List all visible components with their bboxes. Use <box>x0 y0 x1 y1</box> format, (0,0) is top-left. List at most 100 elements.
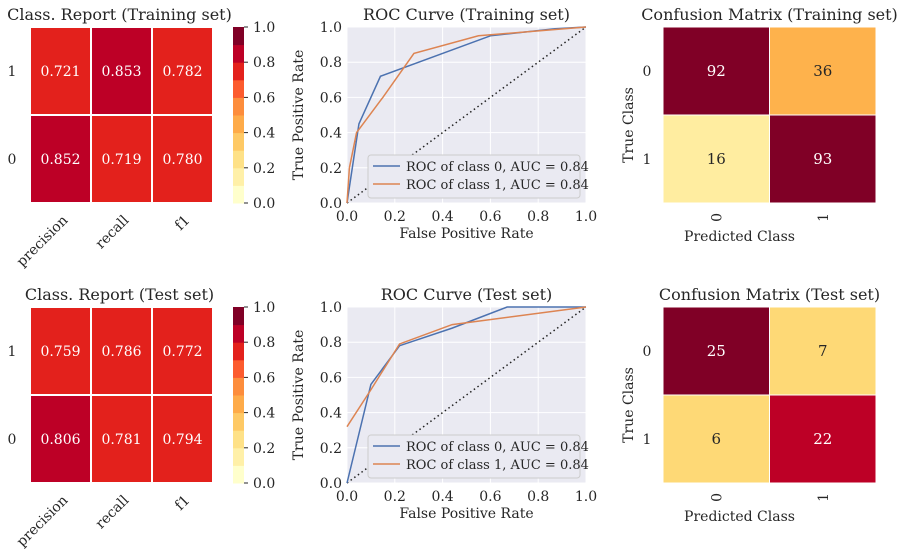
x-tick-label: 0.2 <box>384 209 406 225</box>
colorbar-tick-label: 1.0 <box>253 20 275 36</box>
y-axis-label: True Positive Rate <box>291 330 307 461</box>
cell-value: 0.786 <box>101 344 141 360</box>
y-tick-label: 0.0 <box>320 476 342 492</box>
colorbar-segment <box>233 377 244 396</box>
colorbar-segment <box>233 359 244 378</box>
confusion-cell <box>662 306 770 396</box>
cell-count: 93 <box>813 150 832 168</box>
colorbar-segment <box>233 324 244 343</box>
row-label: 1 <box>643 152 652 168</box>
heatmap-cell <box>151 394 214 484</box>
colorbar-segment <box>233 395 244 414</box>
legend-box <box>367 434 581 479</box>
col-label: 0 <box>709 213 725 222</box>
heatmap-cell <box>90 306 153 396</box>
confusion-cell <box>769 26 877 116</box>
colorbar-segment <box>233 62 244 81</box>
cell-value: 0.759 <box>40 344 80 360</box>
legend-box <box>367 154 581 199</box>
confusion-cell <box>769 306 877 396</box>
cell-value: 0.852 <box>40 152 80 168</box>
cell-value: 0.772 <box>162 344 202 360</box>
legend: ROC of class 0, AUC = 0.84 ROC of class 1… <box>367 434 589 479</box>
heatmap-cell <box>29 306 92 396</box>
colorbar-segment <box>233 342 244 361</box>
colorbar-tick-label: 0.2 <box>253 441 275 457</box>
x-tick-label: 1.0 <box>575 489 597 505</box>
col-label: 1 <box>816 213 832 222</box>
subplot-2: ROC Curve (Training set) 0.00.0 0.2 0.2 0.4 0… <box>291 5 597 242</box>
cell-count: 36 <box>813 62 832 80</box>
row-label: 1 <box>8 344 17 360</box>
y-tick-label: 0.0 <box>320 196 342 212</box>
x-tick-label: 0.0 <box>336 489 358 505</box>
x-tick-label: 0.2 <box>384 489 406 505</box>
cell-value: 0.794 <box>162 432 202 448</box>
heatmap-cell <box>151 114 214 204</box>
x-tick-label: 0.6 <box>479 209 501 225</box>
row-label: 1 <box>643 432 652 448</box>
col-label: 1 <box>816 493 832 502</box>
cell-count: 25 <box>707 342 726 360</box>
row-label: 0 <box>8 152 17 168</box>
legend-label: ROC of class 1, AUC = 0.84 <box>406 178 589 193</box>
cell-count: 92 <box>707 62 726 80</box>
colorbar-tick-label: 0.6 <box>253 90 275 106</box>
cell-value: 0.780 <box>162 152 202 168</box>
row-label: 0 <box>643 64 652 80</box>
col-label: precision <box>14 213 72 271</box>
colorbar-tick-label: 0.4 <box>253 126 275 142</box>
colorbar-tick-label: 0.8 <box>253 335 275 351</box>
legend-label: ROC of class 0, AUC = 0.84 <box>406 440 589 455</box>
y-tick-label: 0.2 <box>320 161 342 177</box>
y-axis-label: True Class <box>621 87 637 163</box>
heatmap-cell <box>151 306 214 396</box>
roc-line-class-1 <box>346 26 587 204</box>
colorbar-tick-label: 0.0 <box>253 476 275 492</box>
confusion-cell <box>769 394 877 484</box>
colorbar-segment <box>233 115 244 134</box>
y-tick-label: 0.8 <box>320 55 342 71</box>
cell-count: 7 <box>818 342 828 360</box>
x-axis-label: Predicted Class <box>684 509 795 525</box>
colorbar-tick-label: 0.4 <box>253 406 275 422</box>
subplot-1: Class. Report (Training set) 0.721 0.853 0.… <box>7 5 275 270</box>
heatmap-cell <box>29 26 92 116</box>
y-tick-label: 0.8 <box>320 335 342 351</box>
colorbar-segment <box>233 132 244 151</box>
col-label: recall <box>93 212 133 252</box>
confusion-cell <box>662 26 770 116</box>
colorbar-segment <box>233 307 244 326</box>
row-label: 0 <box>8 432 17 448</box>
confusion-cell <box>769 114 877 204</box>
y-tick-label: 1.0 <box>320 20 342 36</box>
colorbar-segment <box>233 412 244 431</box>
y-tick-label: 0.4 <box>320 406 342 422</box>
subplot-6: Confusion Matrix (Test set) 25 7 6 22 0 1 0 1 Pre… <box>621 285 880 525</box>
x-tick-label: 1.0 <box>575 209 597 225</box>
cell-value: 0.853 <box>101 64 141 80</box>
cell-value: 0.806 <box>40 432 80 448</box>
col-label: recall <box>93 492 133 532</box>
plot-title: ROC Curve (Training set) <box>363 5 570 24</box>
col-label: f1 <box>172 493 193 514</box>
colorbar-tick-label: 0.6 <box>253 370 275 386</box>
colorbar-segment <box>233 430 244 449</box>
x-tick-label: 0.4 <box>431 489 453 505</box>
x-tick-label: 0.8 <box>527 489 549 505</box>
plot-title: Confusion Matrix (Test set) <box>659 285 880 304</box>
y-axis-label: True Positive Rate <box>291 50 307 181</box>
legend: ROC of class 0, AUC = 0.84 ROC of class 1… <box>367 154 589 199</box>
colorbar-segment <box>233 185 244 204</box>
col-label: f1 <box>172 213 193 234</box>
cell-count: 6 <box>711 430 721 448</box>
colorbar-segment <box>233 27 244 46</box>
heatmap-cell <box>90 114 153 204</box>
plot-title: ROC Curve (Test set) <box>381 285 553 304</box>
heatmap-cell <box>90 26 153 116</box>
colorbar-segment <box>233 447 244 466</box>
cell-count: 22 <box>813 430 832 448</box>
y-tick-label: 1.0 <box>320 300 342 316</box>
plot-title: Class. Report (Training set) <box>7 5 232 24</box>
